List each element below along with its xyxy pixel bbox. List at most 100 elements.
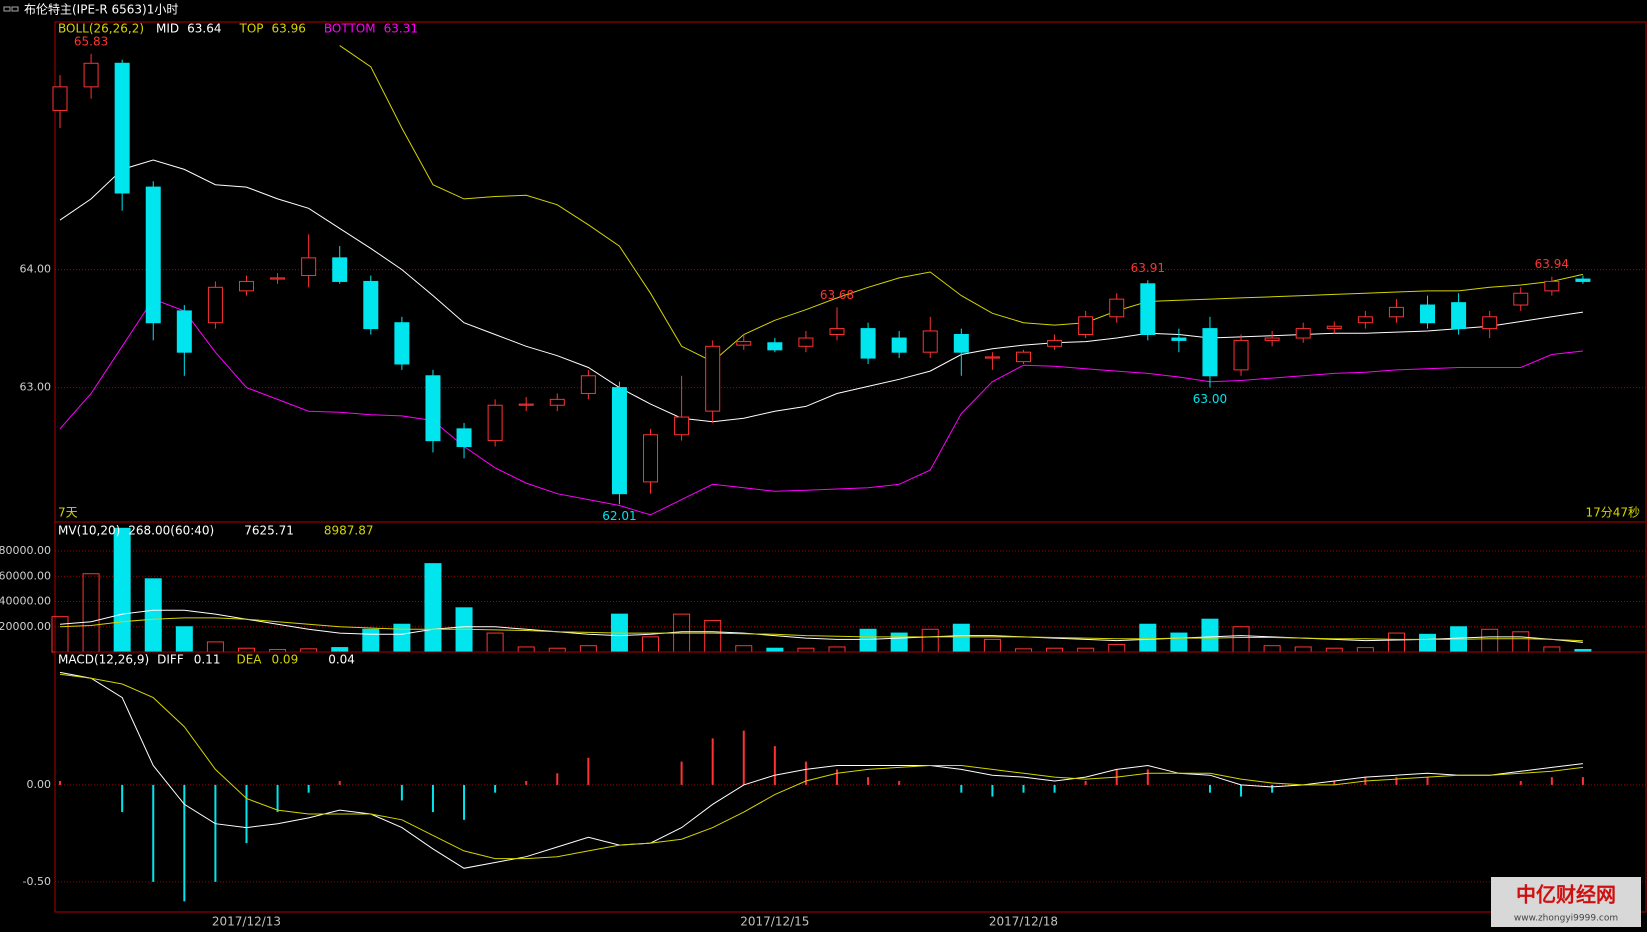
- y-tick-label: 80000.00: [0, 544, 51, 557]
- volume-bar: [952, 623, 970, 653]
- y-tick-label: 60000.00: [0, 569, 51, 582]
- price-annotation: 63.00: [1193, 392, 1227, 406]
- price-annotation: 63.91: [1131, 261, 1165, 275]
- volume-bar: [1419, 633, 1437, 653]
- candle-body: [1015, 351, 1031, 363]
- volume-bar: [766, 647, 784, 653]
- indicator-label: MID: [156, 22, 179, 36]
- candle-body: [1420, 304, 1436, 324]
- watermark-box: [1491, 877, 1641, 927]
- candle-body: [1326, 325, 1342, 330]
- candle-body: [953, 334, 969, 353]
- candle-body: [705, 345, 721, 412]
- candle-body: [1575, 278, 1591, 282]
- candle-body: [1264, 337, 1280, 341]
- indicator-label: 0.11: [194, 653, 221, 667]
- candle-body: [1451, 302, 1467, 330]
- panel-border: [54, 651, 1647, 913]
- volume-bar: [1201, 618, 1219, 653]
- candle-body: [1233, 339, 1249, 371]
- indicator-label: 8987.87: [324, 524, 374, 538]
- indicator-label: DIFF: [157, 653, 184, 667]
- indicator-label: DEA: [236, 653, 262, 667]
- indicator-label: 0.09: [271, 653, 298, 667]
- indicator-label: 63.96: [272, 22, 306, 36]
- boll-line: [59, 298, 1583, 516]
- countdown: 17分47秒: [1585, 506, 1640, 520]
- indicator-label: MACD(12,26,9): [58, 653, 149, 667]
- candle-body: [1544, 280, 1560, 292]
- candle-body: [425, 375, 441, 442]
- candle-body: [1357, 316, 1373, 324]
- y-tick-label: 0.00: [27, 778, 52, 791]
- candle-body: [1047, 339, 1063, 347]
- candle-body: [922, 330, 938, 353]
- candle-body: [767, 342, 783, 351]
- volume-bar: [175, 626, 193, 653]
- candle-body: [798, 337, 814, 347]
- candle-body: [176, 310, 192, 353]
- volume-ma-line: [59, 617, 1583, 642]
- candle-body: [891, 337, 907, 353]
- candle-body: [1171, 337, 1187, 341]
- y-tick-label: 64.00: [20, 263, 52, 276]
- candle-body: [1078, 316, 1094, 335]
- candle-body: [52, 86, 68, 111]
- candle-body: [487, 404, 503, 442]
- macd-line: [59, 671, 1583, 869]
- indicator-label: BOLL(26,26,2): [58, 22, 144, 36]
- candle-body: [674, 416, 690, 436]
- candle-body: [145, 186, 161, 324]
- volume-bar: [144, 578, 162, 653]
- price-annotation: 65.83: [74, 34, 108, 48]
- candle-body: [1482, 316, 1498, 330]
- indicator-label: TOP: [239, 22, 264, 36]
- candle-body: [1388, 306, 1404, 318]
- candle-body: [114, 62, 130, 194]
- volume-bar: [890, 632, 908, 653]
- candle-body: [736, 341, 752, 346]
- candle-body: [83, 62, 99, 88]
- candle-body: [1109, 298, 1125, 318]
- volume-bar: [859, 628, 877, 653]
- y-tick-label: 40000.00: [0, 595, 51, 608]
- indicator-label: 63.64: [187, 22, 221, 36]
- candle-body: [332, 257, 348, 282]
- boll-line: [59, 159, 1583, 423]
- candle-body: [207, 286, 223, 324]
- candle-body: [518, 403, 534, 406]
- candle-body: [394, 322, 410, 365]
- candle-body: [580, 375, 596, 394]
- volume-bar: [1170, 632, 1188, 653]
- candle-body: [984, 356, 1000, 359]
- period-label: 7天: [58, 506, 78, 520]
- volume-bar: [331, 647, 349, 653]
- candle-body: [860, 328, 876, 359]
- volume-bar: [393, 623, 411, 653]
- indicator-label: 268.00(60:40): [128, 524, 214, 538]
- volume-bar: [424, 563, 442, 653]
- indicator-label: 63.31: [384, 22, 418, 36]
- candle-body: [1140, 283, 1156, 335]
- volume-bar: [362, 628, 380, 653]
- candle-body: [238, 280, 254, 292]
- candle-body: [1513, 292, 1529, 306]
- volume-bar: [455, 607, 473, 653]
- x-tick-label: 2017/12/15: [740, 915, 809, 929]
- candle-body: [1202, 328, 1218, 377]
- y-tick-label: -0.50: [23, 875, 51, 888]
- price-annotation: 63.94: [1535, 257, 1569, 271]
- boll-line: [339, 45, 1584, 363]
- icon: [11, 6, 19, 12]
- volume-ma-line: [59, 609, 1583, 643]
- y-tick-label: 63.00: [20, 381, 52, 394]
- candle-body: [363, 280, 379, 330]
- price-annotation: 63.68: [820, 288, 854, 302]
- watermark-title: 中亿财经网: [1516, 883, 1616, 907]
- candle-body: [643, 434, 659, 483]
- indicator-label: 0.04: [328, 653, 355, 667]
- icon: [3, 6, 11, 12]
- indicator-label: BOTTOM: [324, 22, 376, 36]
- candle-body: [456, 428, 472, 448]
